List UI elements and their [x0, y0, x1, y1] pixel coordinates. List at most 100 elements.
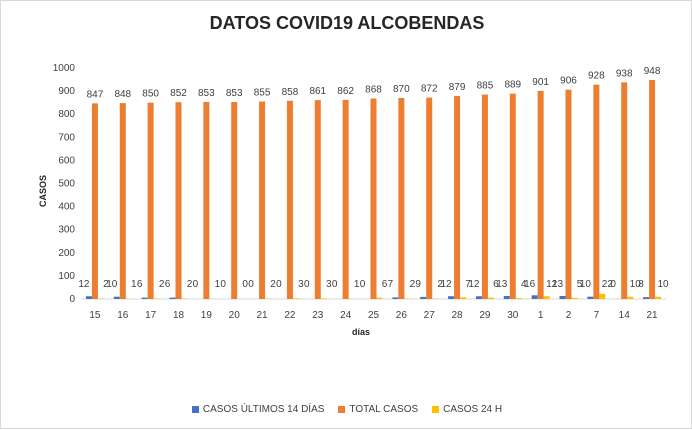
bar-casos-14dias [448, 296, 454, 299]
data-label-casos-14dias: 0 [193, 279, 199, 290]
data-label-casos-24h: 2 [103, 279, 109, 290]
data-label-total-casos: 868 [365, 84, 382, 95]
data-label-total-casos: 901 [532, 77, 549, 88]
bar-total-casos [593, 85, 599, 299]
legend-item-24h: CASOS 24 H [432, 404, 502, 415]
data-label-casos-24h: 3 [298, 279, 304, 290]
y-tick-label: 400 [58, 202, 75, 213]
bar-casos-24h [516, 298, 522, 299]
bar-casos-14dias [476, 296, 482, 299]
x-tick-label: 16 [117, 310, 129, 321]
data-label-casos-24h: 1 [354, 279, 360, 290]
data-label-casos-24h: 7 [465, 279, 471, 290]
bar-casos-24h [544, 296, 550, 299]
x-tick-label: 18 [173, 310, 185, 321]
data-label-casos-14dias: 0 [248, 279, 254, 290]
data-label-total-casos: 855 [254, 87, 271, 98]
data-label-total-casos: 853 [198, 88, 215, 99]
x-tick-label: 27 [424, 310, 436, 321]
bar-casos-24h [572, 298, 578, 299]
bar-total-casos [92, 103, 98, 299]
data-label-total-casos: 872 [421, 84, 438, 95]
bar-total-casos [510, 94, 516, 299]
data-label-total-casos: 861 [309, 86, 326, 97]
x-tick-label: 17 [145, 310, 157, 321]
x-tick-label: 30 [507, 310, 519, 321]
data-label-casos-14dias: 12 [78, 279, 90, 290]
data-label-casos-14dias: 0 [276, 279, 282, 290]
data-label-casos-24h: 1 [131, 279, 137, 290]
data-label-casos-24h: 6 [382, 279, 388, 290]
data-label-casos-24h: 6 [493, 279, 499, 290]
bar-total-casos [398, 98, 404, 299]
data-label-total-casos: 858 [282, 87, 299, 98]
legend-label-14dias: CASOS ÚLTIMOS 14 DÍAS [203, 404, 325, 415]
bar-casos-14dias [142, 298, 148, 299]
bar-casos-24h [655, 297, 661, 299]
data-label-total-casos: 879 [449, 82, 466, 93]
y-tick-label: 600 [58, 155, 75, 166]
bar-total-casos [287, 101, 293, 299]
data-label-casos-24h: 3 [326, 279, 332, 290]
data-label-casos-24h: 10 [658, 279, 670, 290]
bar-total-casos [231, 102, 237, 299]
data-label-casos-24h: 22 [602, 279, 614, 290]
x-tick-label: 25 [368, 310, 380, 321]
y-tick-label: 700 [58, 132, 75, 143]
y-tick-label: 900 [58, 86, 75, 97]
bar-casos-14dias [420, 297, 426, 299]
bar-casos-14dias [114, 297, 120, 299]
data-label-casos-24h: 1 [215, 279, 221, 290]
data-label-casos-24h: 5 [577, 279, 583, 290]
bar-casos-24h [293, 298, 299, 299]
data-label-total-casos: 928 [588, 71, 605, 82]
x-tick-label: 22 [284, 310, 296, 321]
x-tick-label: 26 [396, 310, 408, 321]
bar-total-casos [426, 98, 432, 299]
data-label-total-casos: 862 [337, 86, 354, 97]
x-tick-label: 24 [340, 310, 352, 321]
data-label-casos-24h: 12 [546, 279, 558, 290]
legend-swatch-total [338, 406, 345, 413]
y-tick-label: 500 [58, 179, 75, 190]
data-label-total-casos: 850 [142, 89, 159, 100]
data-label-casos-24h: 2 [437, 279, 443, 290]
bar-total-casos [120, 103, 126, 299]
data-label-casos-14dias: 7 [388, 279, 394, 290]
legend-item-total: TOTAL CASOS [338, 404, 418, 415]
data-label-total-casos: 848 [114, 89, 131, 100]
data-label-total-casos: 889 [504, 80, 521, 91]
bar-total-casos [621, 82, 627, 299]
data-label-total-casos: 948 [644, 66, 661, 77]
bar-casos-14dias [504, 296, 510, 299]
bar-total-casos [454, 96, 460, 299]
data-label-total-casos: 938 [616, 68, 633, 79]
legend-label-24h: CASOS 24 H [443, 404, 502, 415]
bar-casos-24h [627, 297, 633, 299]
x-tick-label: 21 [647, 310, 659, 321]
y-tick-label: 800 [58, 109, 75, 120]
bar-total-casos [148, 103, 154, 299]
data-label-total-casos: 906 [560, 76, 577, 87]
bar-casos-14dias [643, 297, 649, 299]
data-label-casos-24h: 10 [630, 279, 642, 290]
data-label-casos-14dias: 0 [304, 279, 310, 290]
bar-total-casos [176, 102, 182, 299]
data-label-total-casos: 847 [87, 89, 104, 100]
x-tick-label: 14 [619, 310, 631, 321]
bar-total-casos [343, 100, 349, 299]
x-tick-label: 19 [201, 310, 213, 321]
bar-casos-24h [321, 298, 327, 299]
y-tick-label: 0 [69, 294, 75, 305]
x-tick-label: 23 [312, 310, 324, 321]
data-label-casos-24h: 4 [521, 279, 527, 290]
bar-total-casos [482, 95, 488, 299]
x-tick-label: 2 [566, 310, 572, 321]
legend-swatch-24h [432, 406, 439, 413]
bar-casos-14dias [532, 295, 538, 299]
bar-total-casos [203, 102, 209, 299]
bar-total-casos [259, 101, 265, 299]
bar-total-casos [315, 100, 321, 299]
